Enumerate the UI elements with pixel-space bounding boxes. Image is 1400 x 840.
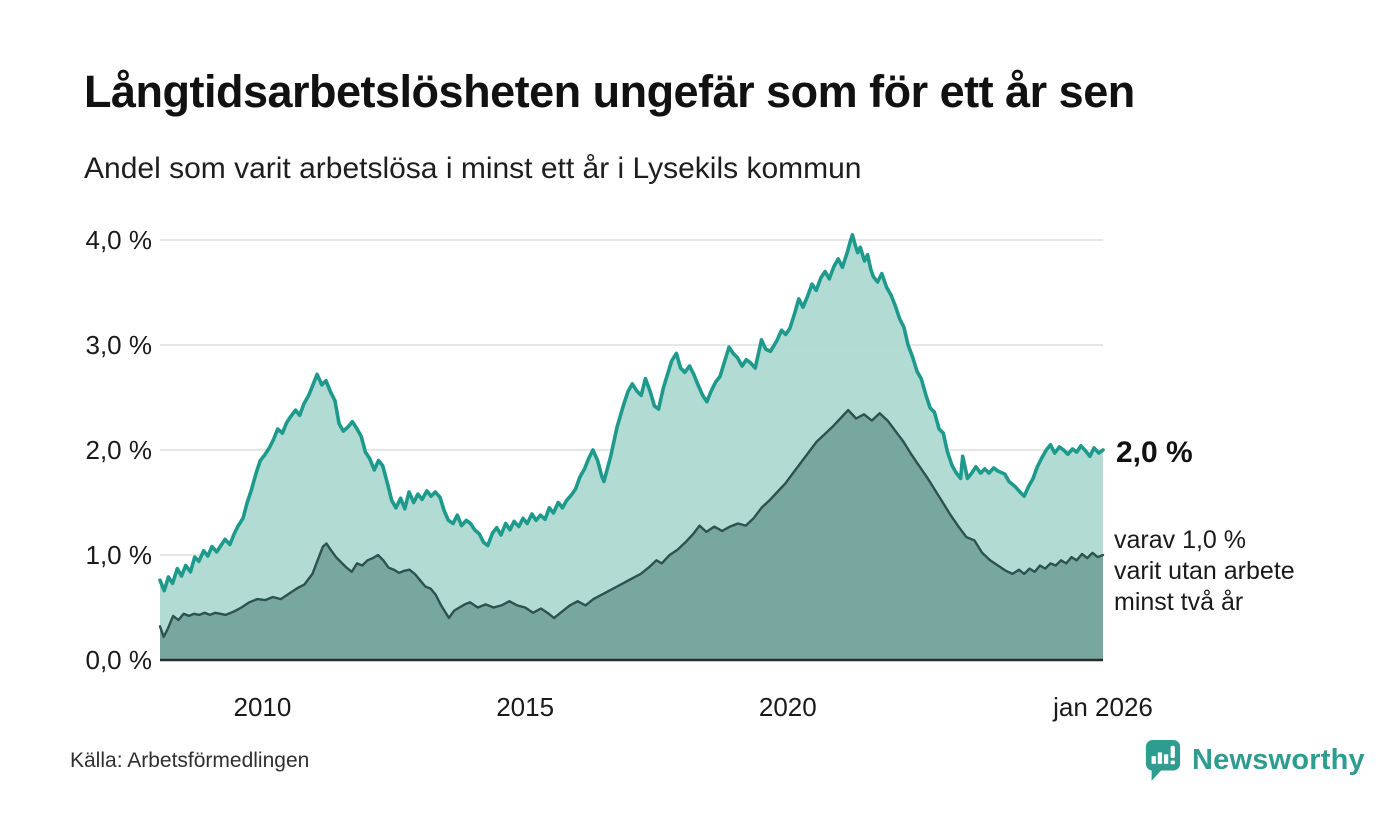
source-text: Källa: Arbetsförmedlingen [70, 749, 310, 772]
chart-title: Långtidsarbetslösheten ungefär som för e… [84, 66, 1135, 117]
end-secondary-annotation-line: varav 1,0 % [1114, 526, 1247, 554]
line-min-two-years [158, 408, 1105, 639]
y-axis-label: 2,0 % [85, 435, 153, 465]
end-value-label: 2,0 % [1116, 436, 1193, 469]
end-secondary-annotation-line: minst två år [1114, 588, 1244, 616]
y-axis-label: 4,0 % [85, 225, 153, 255]
chart-subtitle: Andel som varit arbetslösa i minst ett å… [84, 152, 862, 185]
x-axis-label: 2010 [233, 692, 292, 722]
x-axis-label: 2020 [758, 692, 817, 722]
newsworthy-logo[interactable]: Newsworthy [1144, 738, 1365, 782]
y-axis-label: 1,0 % [85, 540, 153, 570]
y-axis-label: 0,0 % [85, 645, 153, 675]
newsworthy-wordmark: Newsworthy [1192, 743, 1365, 776]
end-secondary-annotation: varav 1,0 % varit utan arbete minst två år [1114, 525, 1384, 618]
y-axis-label: 3,0 % [85, 330, 153, 360]
area-min-two-years [160, 410, 1103, 660]
x-axis-label: jan 2026 [1053, 692, 1153, 722]
x-axis-label: 2015 [496, 692, 555, 722]
end-secondary-annotation-line: varit utan arbete [1114, 557, 1295, 585]
newsworthy-bubble-chart-icon [1144, 738, 1182, 782]
line-min-one-year [158, 233, 1105, 593]
